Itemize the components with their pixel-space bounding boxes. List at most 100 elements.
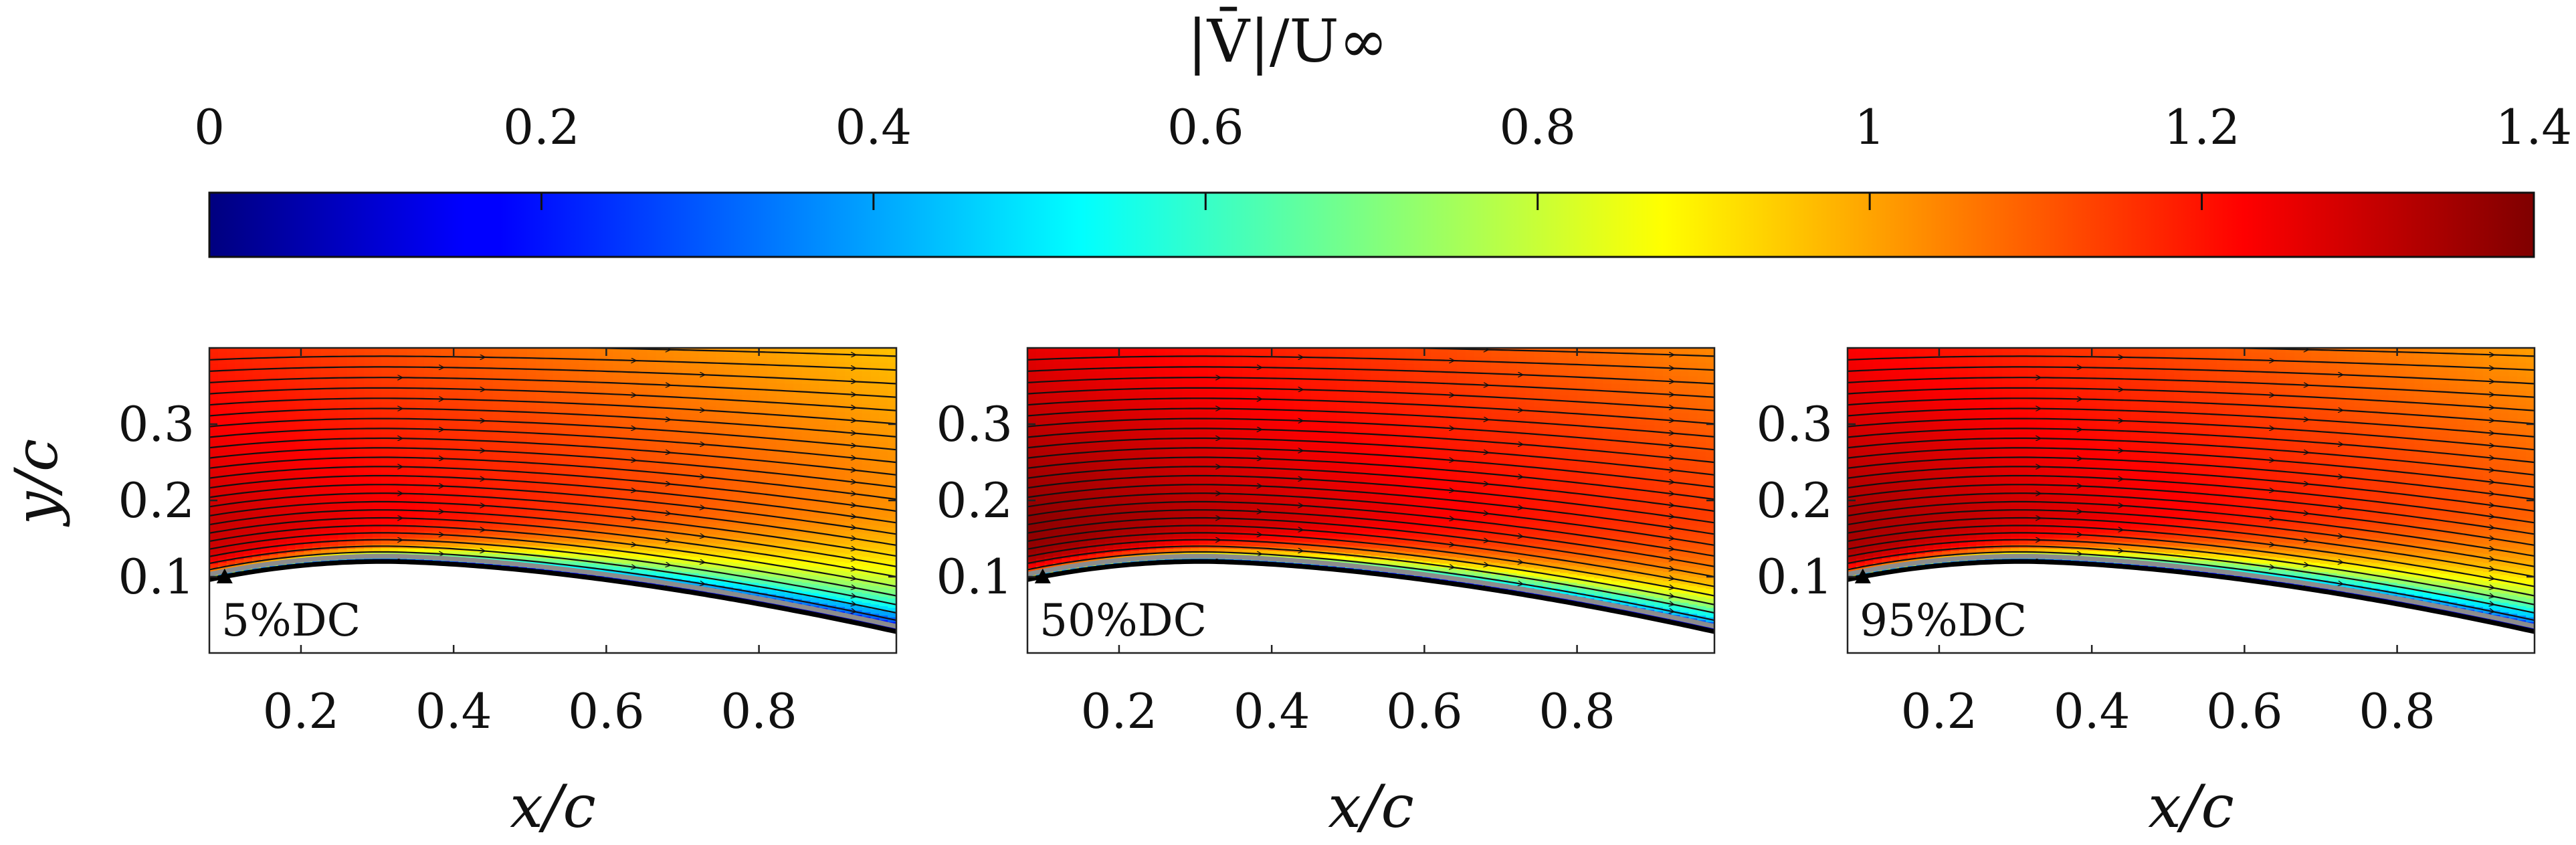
y-tick-label: 0.1 — [1756, 549, 1833, 605]
streamline — [209, 312, 896, 314]
airfoil-surface — [1848, 559, 2535, 634]
streamline — [1027, 417, 1714, 451]
streamline — [1848, 324, 2535, 328]
airfoil-surface — [209, 559, 896, 634]
streamline — [1848, 397, 2535, 425]
streamline — [209, 447, 896, 488]
panel-label: 95%DC — [1860, 595, 2027, 646]
airfoil-surface — [1027, 559, 1714, 634]
streamline — [1027, 324, 1714, 328]
colorbar: |V̄|/U∞ 0 0.2 0.4 0.6 0.8 1 1.2 1.4 — [194, 7, 2572, 258]
streamline — [1848, 456, 2535, 500]
streamline — [1848, 525, 2535, 587]
velocity-field — [1027, 348, 1714, 632]
colorbar-tick-label: 1.4 — [2496, 99, 2573, 155]
streamline — [209, 355, 896, 371]
streamline — [1027, 474, 1714, 524]
y-tick-label: 0.2 — [936, 472, 1013, 529]
colorbar-gradient — [208, 191, 2535, 258]
streamline — [1027, 428, 1714, 464]
streamline — [1848, 474, 2535, 524]
streamline — [209, 348, 896, 357]
panel-50pct-dc: 50%DC 0.2 0.4 0.6 0.8 0.1 0.2 0.3 x/c — [936, 324, 1716, 841]
streamline — [1027, 532, 1714, 597]
streamline — [1027, 456, 1714, 500]
x-axis-label: x/c — [1328, 772, 1414, 841]
streamline — [1848, 447, 2535, 488]
streamline — [1027, 484, 1714, 535]
streamline — [1848, 417, 2535, 451]
x-tick-label: 0.2 — [1081, 683, 1158, 739]
streamline — [1848, 407, 2535, 438]
streamline — [1848, 466, 2535, 512]
streamline — [1027, 525, 1714, 587]
x-tick-label: 0.2 — [1901, 683, 1978, 739]
streamline — [1027, 447, 1714, 488]
streamline — [1848, 517, 2535, 578]
streamline — [209, 484, 896, 535]
streamline — [209, 517, 896, 578]
streamline — [1027, 335, 1714, 343]
streamline — [209, 500, 896, 557]
streamline — [1848, 335, 2535, 343]
boundary-layer-edge — [209, 553, 896, 629]
y-tick-label: 0.1 — [118, 549, 195, 605]
streamline — [1848, 355, 2535, 371]
panel-label: 5%DC — [221, 595, 361, 646]
streamline — [1848, 500, 2535, 557]
panel-95pct-dc: 95%DC 0.2 0.4 0.6 0.8 0.1 0.2 0.3 x/c — [1756, 312, 2536, 841]
streamline — [209, 466, 896, 512]
boundary-layer-edge — [1027, 553, 1714, 629]
streamline — [1027, 500, 1714, 557]
streamline — [209, 387, 896, 411]
x-tick-label: 0.2 — [263, 683, 340, 739]
streamline — [209, 539, 896, 605]
x-tick-label: 0.8 — [1539, 683, 1615, 739]
streamline — [209, 456, 896, 500]
streamline — [1027, 539, 1714, 605]
x-tick-label: 0.4 — [415, 683, 492, 739]
colorbar-tick-label: 1.2 — [2163, 99, 2240, 155]
streamline — [209, 437, 896, 476]
streamline — [209, 474, 896, 524]
streamline — [209, 551, 896, 622]
streamline — [1848, 377, 2535, 398]
y-tick-label: 0.3 — [1756, 396, 1833, 452]
streamline — [209, 545, 896, 614]
streamline — [1848, 312, 2535, 314]
colorbar-tick-label: 0.8 — [1499, 99, 1576, 155]
y-tick-label: 0.1 — [936, 549, 1013, 605]
colorbar-ticks: 0 0.2 0.4 0.6 0.8 1 1.2 1.4 — [194, 99, 2572, 210]
colorbar-tick-label: 0.2 — [503, 99, 580, 155]
streamline — [1027, 355, 1714, 371]
y-tick-label: 0.3 — [118, 396, 195, 452]
x-tick-label: 0.6 — [568, 683, 645, 739]
x-tick-label: 0.8 — [2359, 683, 2436, 739]
y-tick-label: 0.3 — [936, 396, 1013, 452]
streamline — [1848, 509, 2535, 567]
y-tick-label: 0.2 — [118, 472, 195, 529]
x-axis-label: x/c — [2148, 772, 2234, 841]
streamline — [1027, 466, 1714, 512]
streamline — [209, 324, 896, 328]
x-tick-label: 0.8 — [720, 683, 797, 739]
streamline — [1027, 437, 1714, 476]
streamline — [1848, 539, 2535, 605]
streamline — [1848, 366, 2535, 385]
streamline — [1027, 517, 1714, 578]
marker-triangle — [1854, 568, 1871, 583]
boundary-layer-edge — [1848, 553, 2535, 629]
airfoil-body — [209, 561, 896, 653]
panel-5pct-dc: 5%DC 0.2 0.4 0.6 0.8 0.1 0.2 0.3 x/c — [118, 312, 898, 841]
x-tick-label: 0.4 — [1233, 683, 1310, 739]
marker-triangle — [216, 568, 233, 583]
y-axis-label: y/c — [2, 439, 71, 528]
x-axis-label: x/c — [510, 772, 596, 841]
streamline — [1848, 532, 2535, 597]
marker-triangle — [1034, 568, 1051, 583]
streamline — [209, 366, 896, 385]
streamline — [1848, 387, 2535, 411]
streamline — [209, 397, 896, 425]
streamline — [1027, 407, 1714, 438]
